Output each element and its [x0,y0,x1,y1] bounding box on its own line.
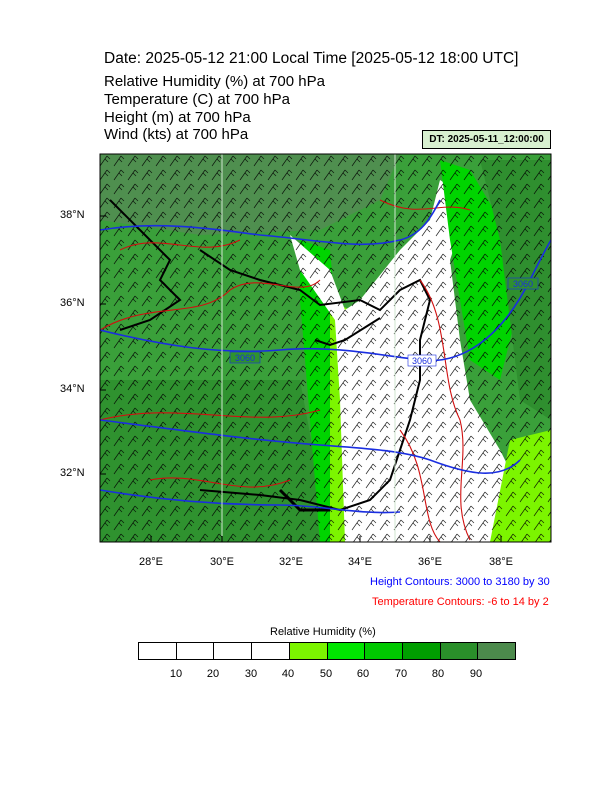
colorbar-bin [289,643,328,659]
height-contour-2940 [100,489,401,514]
colorbar-title: Relative Humidity (%) [270,626,376,638]
lat-label: 32°N [60,467,85,479]
lon-label: 38°E [489,556,513,568]
dt-badge: DT: 2025-05-11_12:00:00 [422,130,551,149]
height-contour-label: 3060 [412,356,432,366]
height-contour-label: 3060 [513,279,533,289]
colorbar-label: 10 [169,668,183,680]
colorbar-bin [365,643,403,659]
lat-label: 36°N [60,297,85,309]
height-label-box-2 [407,354,437,367]
colorbar-label: 40 [281,668,295,680]
map-field [100,154,551,542]
lon-label: 36°E [418,556,442,568]
colorbar-bin [327,643,366,659]
colorbar-bin [176,643,215,659]
lat-label: 34°N [60,383,85,395]
field-line-height: Height (m) at 700 hPa [104,109,251,126]
map-title: Date: 2025-05-12 21:00 Local Time [2025-… [104,50,519,67]
height-contour-3060 [100,199,441,246]
lat-label: 38°N [60,209,85,221]
coastline-south [278,488,330,512]
axis-ticks [100,215,502,542]
coastline-cyprus [314,317,381,347]
colorbar-label: 20 [206,668,220,680]
colorbar-bin [402,643,441,659]
lon-label: 30°E [210,556,234,568]
height-contour-2970 [100,419,521,474]
temperature-contours [100,199,471,542]
colorbar-bin [252,643,290,659]
colorbar-bin [139,643,177,659]
temperature-contour-note: Temperature Contours: -6 to 14 by 2 [372,596,549,608]
colorbar-label: 70 [394,668,408,680]
lon-gridlines [221,154,396,542]
colorbar-label: 60 [356,668,370,680]
colorbar-label: 80 [431,668,445,680]
colorbar [138,642,516,660]
colorbar-bin [478,643,516,659]
map-frame [99,153,552,543]
height-label-box-1 [229,351,261,364]
height-contour-note: Height Contours: 3000 to 3180 by 30 [370,576,550,588]
colorbar-label: 50 [319,668,333,680]
colorbar-bin [440,643,479,659]
height-contour-label: 3060 [235,353,255,363]
colorbar-label: 90 [469,668,483,680]
lon-label: 34°E [348,556,372,568]
colorbar-label: 30 [244,668,258,680]
field-line-rh: Relative Humidity (%) at 700 hPa [104,73,325,90]
height-label-box-3 [507,277,539,290]
field-line-temperature: Temperature (C) at 700 hPa [104,91,290,108]
colorbar-bin [214,643,253,659]
lon-label: 32°E [279,556,303,568]
coastline [109,199,432,512]
lon-label: 28°E [139,556,163,568]
wind-barbs [100,154,551,542]
field-line-wind: Wind (kts) at 700 hPa [104,126,249,143]
